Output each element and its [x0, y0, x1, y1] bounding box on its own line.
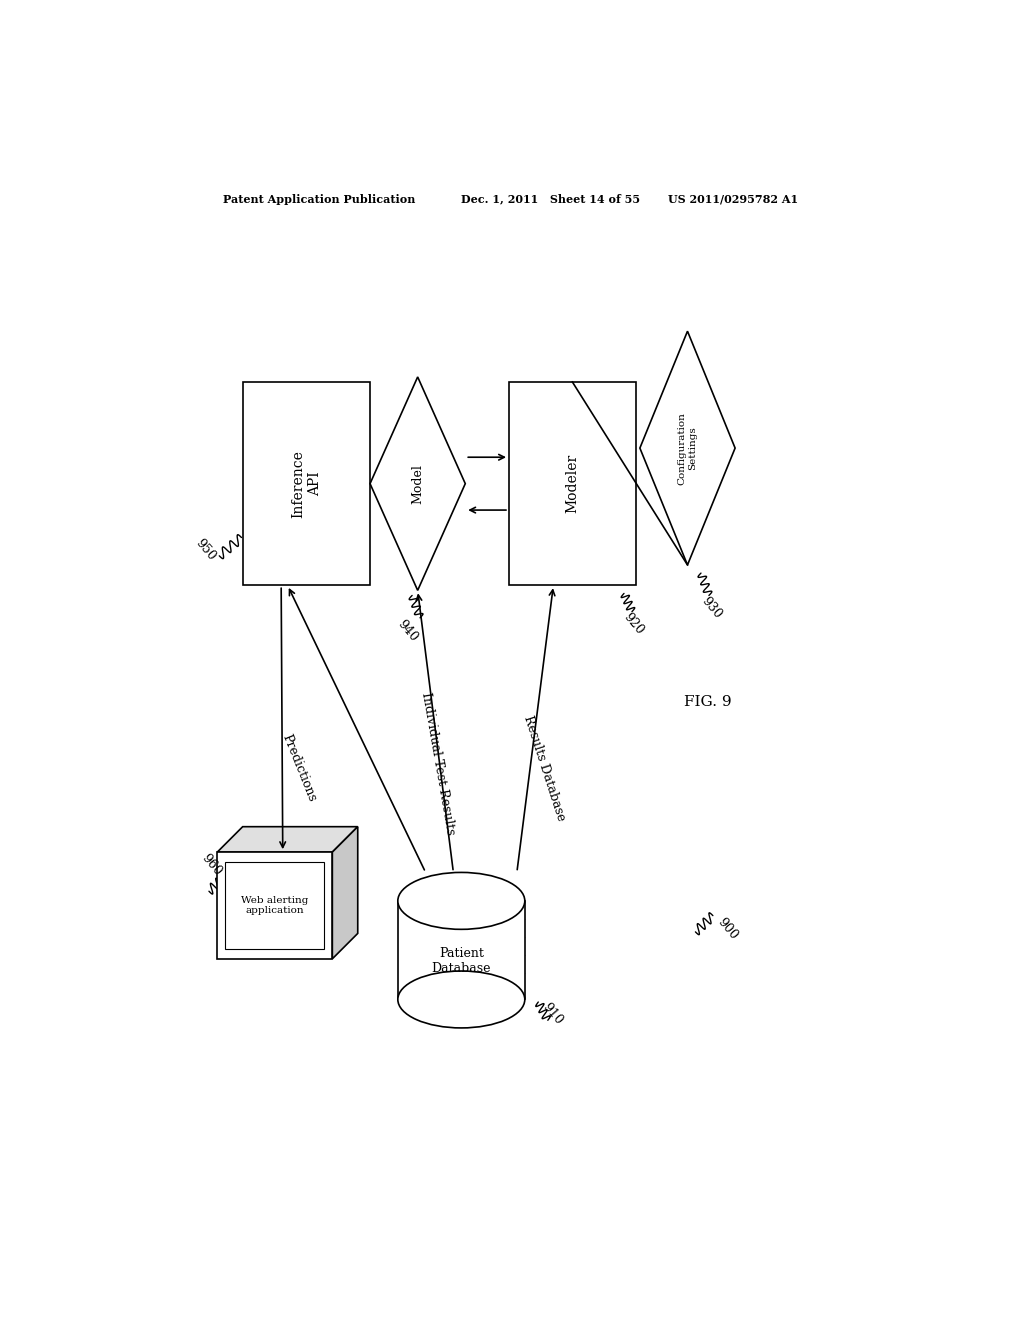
Text: Results Database: Results Database: [521, 714, 568, 822]
Text: Patent Application Publication: Patent Application Publication: [223, 194, 416, 205]
Text: Configuration
Settings: Configuration Settings: [678, 412, 697, 484]
Text: 930: 930: [698, 594, 724, 620]
Polygon shape: [370, 378, 465, 590]
Bar: [397, 900, 524, 999]
Text: Inference
API: Inference API: [292, 450, 322, 517]
Ellipse shape: [397, 873, 525, 929]
Polygon shape: [217, 826, 357, 853]
Text: 900: 900: [715, 916, 739, 942]
Text: 960: 960: [199, 851, 224, 878]
Bar: [217, 853, 333, 958]
Bar: [225, 862, 325, 949]
Text: Individual Test Results: Individual Test Results: [419, 690, 457, 836]
Polygon shape: [333, 826, 357, 958]
Polygon shape: [640, 331, 735, 565]
Text: Modeler: Modeler: [565, 454, 580, 513]
Text: 920: 920: [621, 611, 646, 638]
Text: 940: 940: [394, 618, 420, 644]
Text: Dec. 1, 2011   Sheet 14 of 55: Dec. 1, 2011 Sheet 14 of 55: [461, 194, 640, 205]
Text: FIG. 9: FIG. 9: [683, 696, 731, 709]
Text: US 2011/0295782 A1: US 2011/0295782 A1: [668, 194, 798, 205]
Text: 950: 950: [194, 536, 218, 564]
Text: Model: Model: [412, 463, 424, 504]
Bar: [243, 381, 370, 585]
Text: 910: 910: [540, 1001, 565, 1027]
Text: Predictions: Predictions: [280, 733, 318, 804]
Ellipse shape: [397, 972, 525, 1028]
Text: Web alerting
application: Web alerting application: [241, 896, 308, 915]
Text: Patient
Database: Patient Database: [431, 948, 492, 975]
Bar: [509, 381, 636, 585]
